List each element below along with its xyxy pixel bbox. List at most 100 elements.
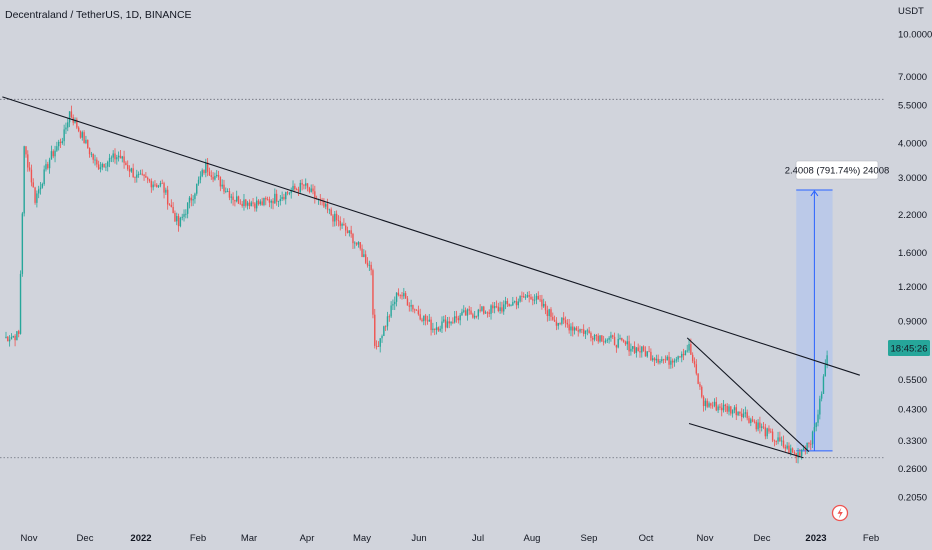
candle-body (25, 146, 27, 155)
candle-body (301, 182, 303, 185)
candle-body (45, 164, 47, 170)
candle-body (686, 350, 688, 352)
candle-body (617, 338, 619, 348)
candle-body (699, 383, 701, 387)
candle-body (388, 316, 391, 318)
candle-body (588, 330, 590, 333)
candle-body (116, 157, 118, 160)
candle-body (326, 203, 329, 210)
candle-body (670, 360, 672, 365)
candle-body (648, 351, 650, 353)
candle-body (748, 418, 750, 423)
candle-body (661, 359, 663, 362)
candle-body (780, 440, 783, 442)
candle (735, 404, 737, 421)
candle (761, 423, 763, 432)
candle (219, 176, 222, 192)
candle (321, 197, 323, 206)
candle-body (139, 173, 142, 175)
candle-body (784, 446, 787, 449)
candle-body (741, 413, 743, 418)
candle-body (63, 129, 65, 142)
candle (279, 194, 282, 206)
candle (521, 291, 523, 302)
candle-body (197, 179, 200, 184)
candle-body (793, 452, 796, 454)
candle-body (274, 193, 276, 204)
candle (822, 374, 825, 394)
candle (815, 422, 817, 432)
candle (699, 381, 701, 390)
candle (325, 202, 327, 210)
candle (394, 296, 396, 311)
candle-body (577, 330, 579, 332)
candle (397, 288, 400, 297)
candle (112, 150, 114, 163)
candle-body (626, 341, 628, 345)
candle-body (606, 339, 608, 341)
candle (199, 171, 202, 184)
candle (16, 331, 18, 341)
candle-body (112, 153, 114, 158)
candle-body (779, 437, 781, 442)
candle (303, 184, 305, 190)
candle (710, 402, 712, 409)
candle (294, 183, 296, 193)
candle-body (79, 131, 82, 138)
candle-body (168, 204, 171, 206)
candle (48, 157, 51, 174)
candle-body (408, 305, 410, 307)
candle (421, 317, 423, 323)
candle (481, 305, 483, 312)
candle (65, 122, 67, 134)
candle-body (332, 215, 334, 222)
candle (446, 317, 449, 329)
candle (45, 159, 47, 172)
candle-body (493, 306, 496, 309)
candle-body (127, 165, 129, 170)
candle-body (270, 200, 272, 203)
candle-body (366, 262, 369, 266)
candle-body (18, 331, 20, 334)
candle-body (176, 216, 178, 222)
candle-body (219, 176, 222, 187)
candle-body (439, 328, 441, 331)
candle (185, 209, 187, 219)
candle-body (303, 184, 305, 186)
time-tick-label: Oct (639, 533, 654, 544)
candle (659, 359, 661, 365)
candle (270, 199, 272, 209)
candle-body (448, 321, 450, 324)
candle (176, 212, 178, 226)
candle-body (107, 161, 109, 167)
candle (210, 170, 212, 180)
candle-body (27, 154, 29, 168)
candle-body (305, 183, 307, 186)
candle-body (484, 312, 487, 314)
candle-body (757, 422, 759, 430)
candle (650, 348, 652, 361)
candle-body (59, 141, 62, 144)
candle-body (121, 156, 123, 159)
candle-body (246, 202, 249, 206)
candle (713, 398, 716, 408)
candle (403, 287, 405, 300)
candle-body (570, 326, 572, 331)
candle-body (201, 170, 203, 177)
candle-body (136, 174, 138, 178)
current-price-badge: 18:45:26 (888, 340, 930, 356)
candle (588, 326, 590, 334)
candle (312, 184, 314, 195)
candle (277, 200, 280, 208)
candle-body (572, 326, 574, 331)
candle-body (691, 354, 694, 362)
candle (488, 309, 490, 317)
candle (339, 216, 341, 231)
candle (561, 317, 563, 326)
candle (36, 190, 38, 208)
candle-body (635, 347, 638, 353)
candle-body (504, 301, 507, 305)
candle-body (595, 334, 598, 336)
candle-body (470, 310, 472, 315)
